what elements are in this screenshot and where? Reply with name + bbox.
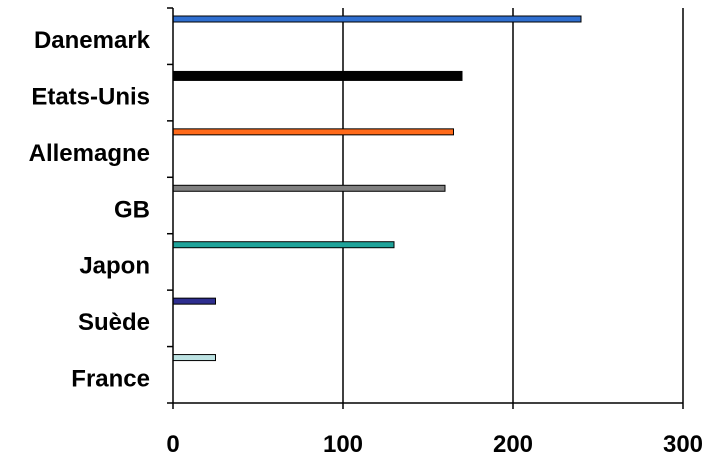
bar-allemagne bbox=[172, 128, 454, 136]
category-label-etats-unis: Etats-Unis bbox=[31, 83, 150, 110]
bar-france bbox=[172, 354, 216, 362]
category-label-france: France bbox=[71, 366, 150, 393]
x-tick-label-0: 0 bbox=[166, 431, 179, 458]
bar-gb bbox=[172, 184, 446, 192]
bar-su-de bbox=[172, 297, 216, 305]
category-label-danemark: Danemark bbox=[34, 27, 151, 54]
bar-danemark bbox=[172, 15, 582, 23]
x-tick-label-100: 100 bbox=[323, 431, 363, 458]
axes bbox=[167, 7, 684, 409]
bars bbox=[172, 15, 582, 362]
category-label-japon: Japon bbox=[79, 253, 150, 280]
x-tick-labels: 0 100 200 300 bbox=[166, 431, 703, 458]
category-label-gb: GB bbox=[114, 196, 150, 223]
x-tick-label-200: 200 bbox=[493, 431, 533, 458]
bar-japon bbox=[172, 241, 395, 249]
category-label-allemagne: Allemagne bbox=[29, 140, 150, 167]
grid-lines bbox=[342, 8, 684, 403]
bar-etats-unis bbox=[172, 70, 463, 81]
x-tick-label-300: 300 bbox=[663, 431, 703, 458]
category-label-su-de: Suède bbox=[78, 309, 150, 336]
category-labels: Danemark Etats-Unis Allemagne GB Japon Suède F… bbox=[29, 27, 151, 393]
